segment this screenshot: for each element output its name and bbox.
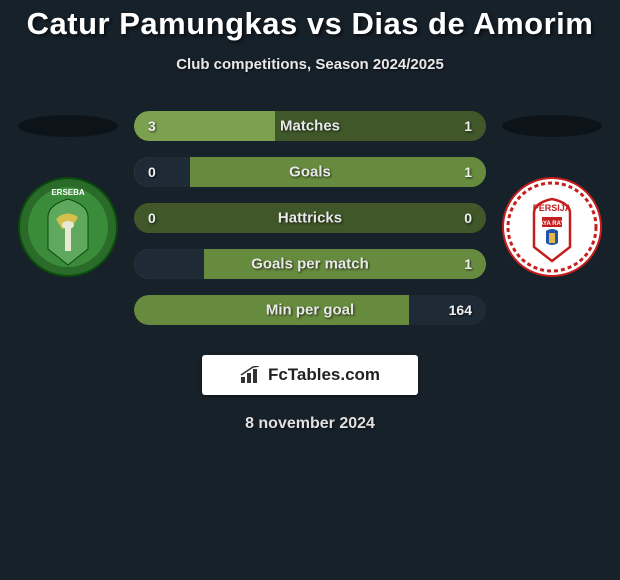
svg-text:JAYA RAYA: JAYA RAYA bbox=[536, 221, 569, 227]
player-shadow-left bbox=[18, 115, 118, 137]
bar-fill-left bbox=[134, 249, 204, 279]
stat-row: Matches 3 1 bbox=[134, 111, 486, 141]
crest-left-icon: ERSEBA bbox=[18, 177, 118, 277]
bar-value-left: 3 bbox=[148, 118, 156, 134]
bar-value-right: 1 bbox=[464, 164, 472, 180]
player-shadow-right bbox=[502, 115, 602, 137]
bar-label: Hattricks bbox=[278, 210, 342, 227]
page-title: Catur Pamungkas vs Dias de Amorim bbox=[0, 0, 620, 42]
stat-row: Hattricks 0 0 bbox=[134, 203, 486, 233]
branding-text: FcTables.com bbox=[268, 365, 380, 385]
stat-bars: Matches 3 1 Goals 0 1 Hattricks 0 0 Goals per mat… bbox=[128, 111, 492, 341]
bar-value-right: 1 bbox=[464, 118, 472, 134]
left-side: ERSEBA bbox=[8, 111, 128, 277]
svg-text:PERSIJA: PERSIJA bbox=[533, 203, 572, 213]
svg-text:ERSEBA: ERSEBA bbox=[51, 188, 85, 197]
bar-fill-left bbox=[134, 157, 190, 187]
right-side: PERSIJA JAYA RAYA bbox=[492, 111, 612, 277]
crest-right: PERSIJA JAYA RAYA bbox=[502, 177, 602, 277]
stat-row: Goals 0 1 bbox=[134, 157, 486, 187]
crest-left: ERSEBA bbox=[18, 177, 118, 277]
date-text: 8 november 2024 bbox=[0, 415, 620, 433]
stat-row: Min per goal 164 bbox=[134, 295, 486, 325]
comparison-content: ERSEBA Matches31Goals01Hattricks00Goals … bbox=[0, 111, 620, 341]
bar-label: Min per goal bbox=[266, 302, 354, 319]
bar-fill-right bbox=[190, 157, 486, 187]
bar-value-right: 1 bbox=[464, 256, 472, 272]
bar-label: Matches bbox=[280, 118, 340, 135]
bar-label: Goals per match bbox=[251, 256, 369, 273]
bar-value-right: 164 bbox=[449, 302, 472, 318]
crest-right-icon: PERSIJA JAYA RAYA bbox=[502, 177, 602, 277]
bar-value-left: 0 bbox=[148, 210, 156, 226]
bar-value-right: 0 bbox=[464, 210, 472, 226]
chart-icon bbox=[240, 366, 262, 384]
subtitle: Club competitions, Season 2024/2025 bbox=[0, 56, 620, 73]
bar-value-left: 0 bbox=[148, 164, 156, 180]
branding-badge: FcTables.com bbox=[202, 355, 418, 395]
stat-row: Goals per match 1 bbox=[134, 249, 486, 279]
bar-fill-right bbox=[409, 295, 486, 325]
bar-label: Goals bbox=[289, 164, 331, 181]
